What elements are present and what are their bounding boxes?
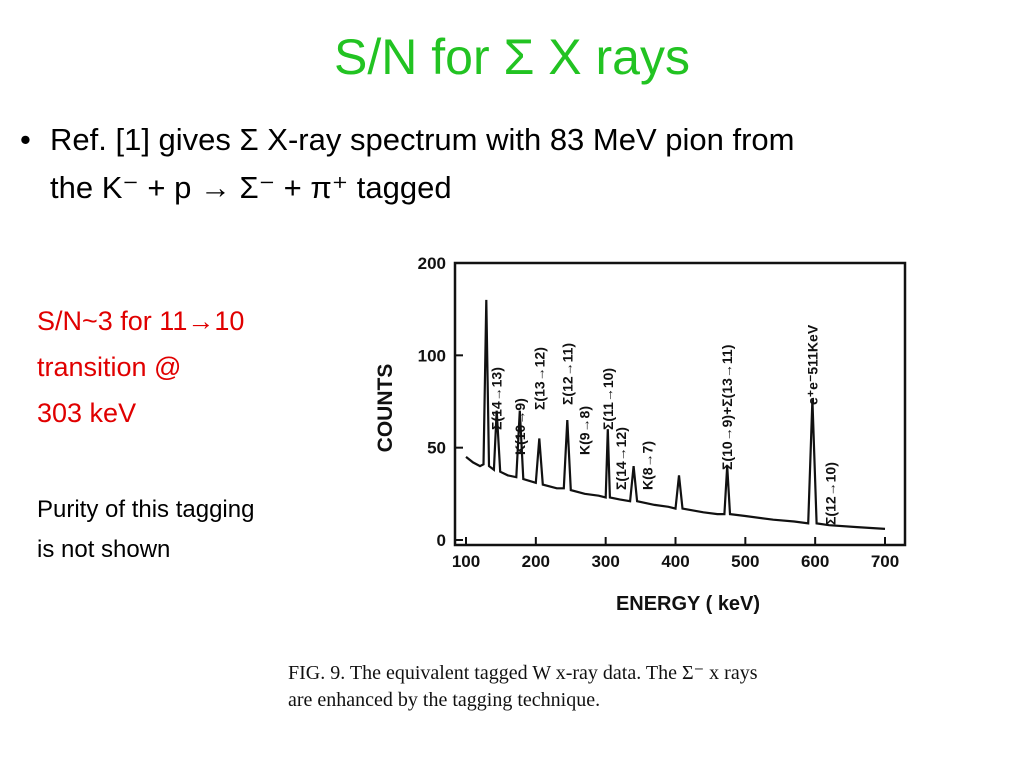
bullet-text: the K⁻ + p → Σ⁻ + π⁺ tagged [50, 170, 452, 205]
peak-annotation: Σ(14→12) [613, 427, 629, 490]
peak-annotation: Σ(11→10) [600, 368, 616, 430]
peak-annotation: Σ(12→11) [559, 343, 575, 405]
peak-annotation: K(9→8) [577, 406, 593, 455]
x-tick-label: 100 [452, 552, 480, 571]
peak-annotation: Σ(12→10) [823, 462, 839, 525]
x-tick-label: 700 [871, 552, 899, 571]
bullet-dot: • [20, 122, 31, 157]
peak-annotation: K(10→9) [512, 398, 528, 455]
peak-annotation: e⁺e⁻511KeV [804, 324, 820, 405]
note: is not shown [37, 536, 171, 563]
peak-annotation: Σ(14→13) [489, 367, 505, 430]
caption: are enhanced by the tagging technique. [288, 689, 601, 711]
peak-annotation: Σ(10→9)+Σ(13→11) [719, 345, 735, 470]
x-tick-label: 500 [731, 552, 759, 571]
peak-annotation: Σ(13→12) [531, 347, 547, 410]
bullet-text: Ref. [1] gives Σ X-ray spectrum with 83 … [50, 122, 795, 157]
y-tick-label: 50 [427, 439, 446, 458]
note-red: 303 keV [37, 398, 137, 428]
peak-annotation: K(8→7) [640, 441, 656, 490]
x-tick-label: 400 [661, 552, 689, 571]
note-red: S/N~3 for 11→10 [37, 306, 245, 336]
x-tick-label: 200 [522, 552, 550, 571]
y-axis-label: COUNTS [374, 364, 397, 453]
note: Purity of this tagging [37, 496, 255, 523]
slide-title: S/N for Σ X rays [334, 29, 690, 85]
plot-frame [453, 261, 907, 547]
y-tick-label: 200 [418, 254, 446, 273]
x-tick-label: 600 [801, 552, 829, 571]
x-axis-label: ENERGY ( keV) [616, 593, 760, 615]
x-tick-label: 300 [591, 552, 619, 571]
y-tick-label: 0 [437, 531, 446, 550]
spectrum-line [465, 299, 886, 530]
y-tick-label: 100 [418, 346, 446, 365]
note-red: transition @ [37, 352, 182, 382]
caption: FIG. 9. The equivalent tagged W x-ray da… [288, 662, 758, 684]
